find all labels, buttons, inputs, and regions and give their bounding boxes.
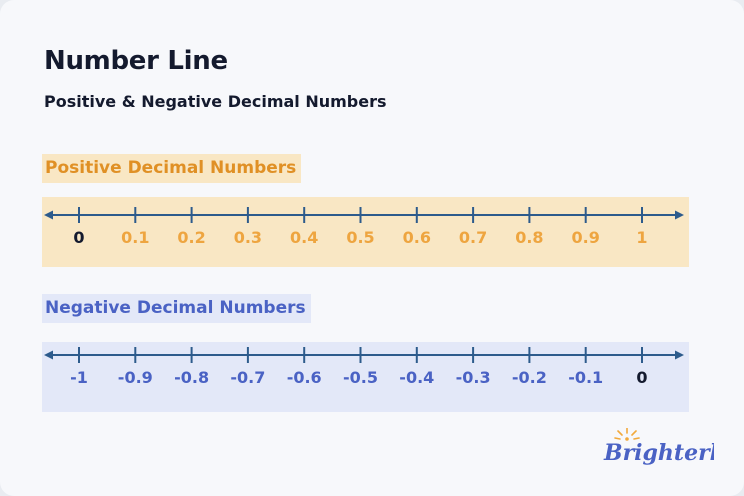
positive-tick-label: 0.9 [572,228,600,247]
positive-tick-label: 0.5 [346,228,374,247]
negative-section-label: Negative Decimal Numbers [42,294,311,323]
positive-tick-label: 0.4 [290,228,318,247]
negative-tick-label: -0.9 [118,368,153,387]
positive-tick-label: 0.1 [121,228,149,247]
positive-section-label: Positive Decimal Numbers [42,154,302,183]
negative-tick-label: -0.2 [512,368,547,387]
brighterly-logo: Brighterly [603,428,714,466]
positive-tick-label: 0.8 [515,228,543,247]
positive-tick-label: 1 [636,228,647,247]
positive-tick-label: 0.7 [459,228,487,247]
negative-tick-label: -0.6 [287,368,322,387]
positive-tick-label: 0.2 [177,228,205,247]
negative-tick-label: -0.1 [568,368,603,387]
positive-tick-label: 0.3 [234,228,262,247]
negative-right-arrow-icon [675,350,684,360]
page-title: Number Line [44,46,228,76]
negative-tick-label: -0.5 [343,368,378,387]
negative-tick-label: -0.8 [174,368,209,387]
negative-number-line-band [42,342,689,412]
positive-tick-label: 0 [73,228,84,247]
negative-tick-label: 0 [636,368,647,387]
negative-tick-label: -0.3 [456,368,491,387]
positive-tick-label: 0.6 [403,228,431,247]
svg-text:Brighterly: Brighterly [603,440,714,466]
negative-tick-label: -0.7 [230,368,265,387]
positive-left-arrow-icon [44,210,53,220]
positive-number-line-band [42,197,689,267]
positive-right-arrow-icon [675,210,684,220]
negative-tick-label: -0.4 [399,368,434,387]
negative-left-arrow-icon [44,350,53,360]
negative-tick-label: -1 [70,368,88,387]
page-subtitle: Positive & Negative Decimal Numbers [44,92,387,111]
